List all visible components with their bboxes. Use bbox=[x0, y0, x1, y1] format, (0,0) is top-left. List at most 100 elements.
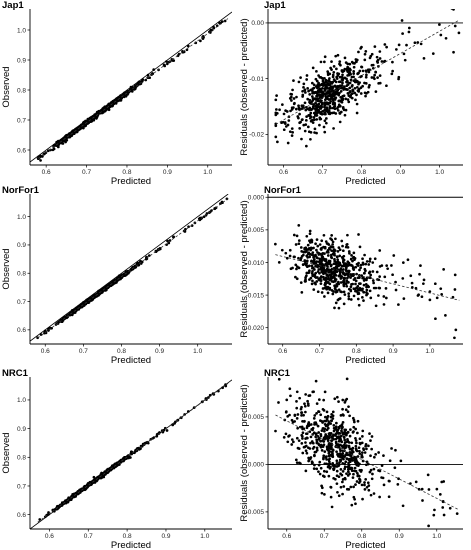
data-point bbox=[330, 60, 333, 63]
data-point bbox=[300, 442, 304, 445]
data-point bbox=[147, 254, 151, 257]
data-point bbox=[297, 80, 301, 84]
data-point bbox=[314, 261, 318, 265]
data-point bbox=[326, 438, 330, 442]
data-point bbox=[322, 125, 326, 129]
data-point bbox=[323, 269, 327, 272]
data-point bbox=[322, 277, 326, 281]
data-point bbox=[295, 406, 299, 410]
data-point bbox=[61, 142, 65, 145]
data-point bbox=[300, 411, 303, 414]
fit-line bbox=[275, 19, 460, 125]
data-point bbox=[369, 454, 372, 458]
data-point bbox=[321, 263, 324, 266]
x-tick-label: 0.6 bbox=[279, 169, 288, 176]
data-point bbox=[409, 482, 412, 485]
data-point bbox=[428, 290, 432, 293]
points-group bbox=[38, 383, 228, 521]
data-point bbox=[385, 264, 389, 267]
data-point bbox=[350, 469, 354, 473]
data-point bbox=[317, 398, 321, 401]
data-point bbox=[290, 99, 293, 102]
data-point bbox=[339, 439, 342, 443]
data-point bbox=[65, 499, 69, 502]
data-point bbox=[356, 474, 360, 477]
data-point bbox=[331, 410, 335, 414]
data-point bbox=[352, 278, 356, 281]
data-point bbox=[307, 459, 310, 463]
data-point bbox=[104, 286, 107, 290]
fit-line bbox=[275, 254, 460, 301]
data-point bbox=[310, 239, 314, 242]
data-point bbox=[316, 97, 319, 101]
data-point bbox=[288, 387, 292, 391]
data-point bbox=[296, 446, 300, 450]
data-point bbox=[374, 70, 378, 74]
data-point bbox=[349, 428, 352, 431]
data-point bbox=[292, 233, 296, 237]
data-point bbox=[345, 444, 348, 447]
y-axis-label: Observed bbox=[1, 432, 12, 473]
data-point bbox=[148, 76, 151, 80]
data-point bbox=[442, 513, 446, 517]
data-point bbox=[399, 459, 403, 463]
data-point bbox=[313, 107, 317, 111]
data-point bbox=[368, 432, 371, 435]
data-point bbox=[414, 286, 418, 290]
data-point bbox=[353, 466, 357, 470]
data-point bbox=[299, 462, 302, 465]
data-point bbox=[323, 89, 327, 92]
data-point bbox=[361, 261, 365, 265]
data-point bbox=[357, 89, 361, 93]
data-point bbox=[334, 54, 338, 58]
data-point bbox=[347, 250, 351, 253]
data-point bbox=[329, 419, 333, 423]
data-point bbox=[337, 455, 341, 458]
data-point bbox=[165, 429, 169, 432]
data-point bbox=[373, 45, 377, 48]
data-point bbox=[327, 462, 330, 466]
data-point bbox=[351, 89, 355, 93]
data-point bbox=[290, 127, 294, 130]
data-point bbox=[350, 92, 354, 95]
data-point bbox=[453, 24, 457, 28]
data-point bbox=[298, 121, 301, 125]
data-point bbox=[420, 295, 424, 299]
data-point bbox=[341, 94, 345, 98]
x-tick-label: 0.9 bbox=[396, 169, 405, 176]
data-point bbox=[202, 215, 206, 219]
data-point bbox=[363, 81, 366, 85]
data-point bbox=[305, 74, 309, 77]
data-point bbox=[334, 265, 338, 268]
data-point bbox=[337, 306, 341, 310]
data-point bbox=[165, 60, 168, 63]
data-point bbox=[454, 328, 458, 332]
data-point bbox=[393, 466, 397, 470]
data-point bbox=[359, 266, 362, 270]
data-point bbox=[343, 428, 347, 432]
data-point bbox=[330, 249, 333, 252]
data-point bbox=[359, 263, 363, 267]
y-tick-label: 0.000 bbox=[248, 462, 265, 469]
data-point bbox=[314, 421, 318, 424]
data-point bbox=[299, 407, 303, 411]
data-point bbox=[315, 280, 319, 283]
data-point bbox=[335, 67, 338, 71]
data-point bbox=[295, 436, 299, 440]
data-point bbox=[356, 292, 360, 296]
data-point bbox=[326, 97, 329, 100]
data-point bbox=[382, 303, 386, 306]
data-point bbox=[318, 123, 321, 127]
data-point bbox=[327, 102, 330, 105]
data-point bbox=[302, 250, 305, 254]
data-point bbox=[298, 112, 301, 116]
data-point bbox=[325, 428, 329, 432]
data-point bbox=[329, 253, 333, 257]
fit-line bbox=[37, 382, 229, 523]
data-point bbox=[354, 279, 358, 283]
data-point bbox=[124, 94, 128, 98]
data-point bbox=[341, 280, 345, 284]
data-point bbox=[95, 479, 98, 483]
data-point bbox=[332, 274, 336, 277]
data-point bbox=[327, 277, 330, 280]
